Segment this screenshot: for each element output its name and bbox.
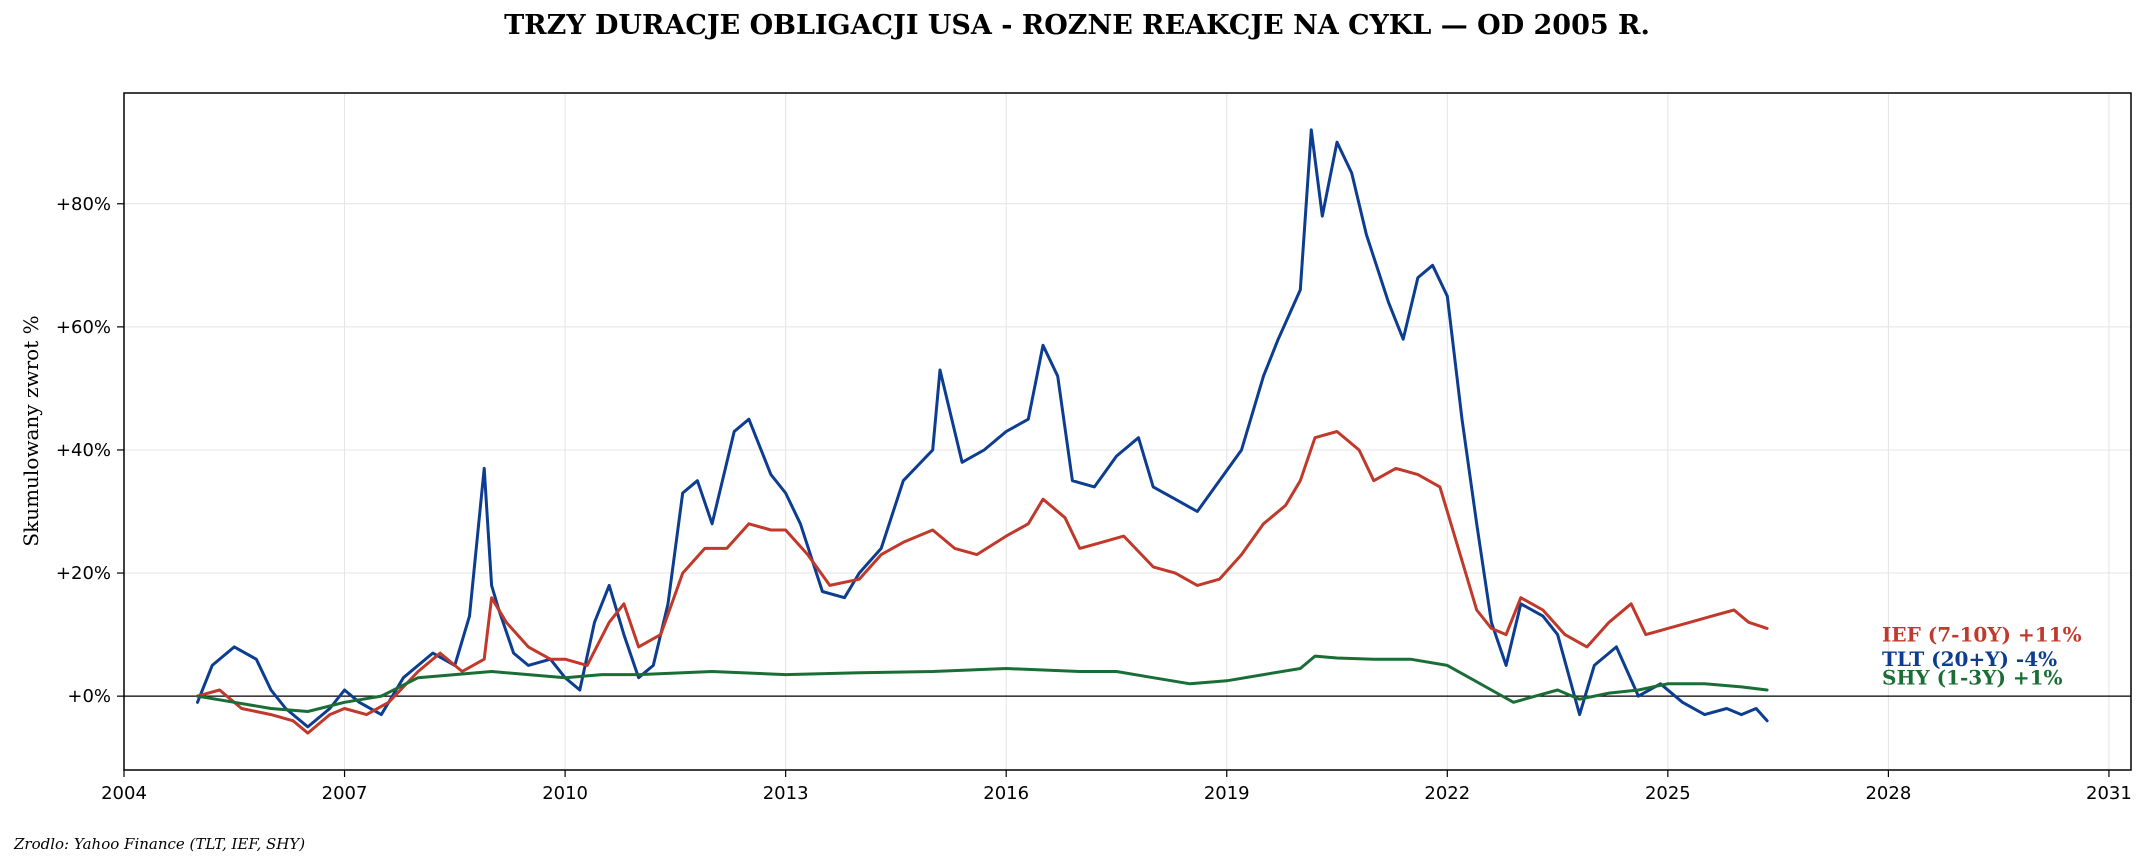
- x-axis: 2004 2007 2010 2013 2016 2019 2022 2025 2028 2031: [101, 770, 2132, 804]
- y-axis-label: Skumulowany zwrot %: [19, 315, 43, 546]
- x-tick-label: 2013: [763, 783, 809, 804]
- x-tick-label: 2031: [2086, 783, 2132, 804]
- x-tick-label: 2019: [1204, 783, 1250, 804]
- series-lines: [196, 128, 1769, 735]
- gridlines: [123, 93, 2131, 770]
- x-tick-label: 2010: [542, 783, 588, 804]
- x-tick-label: 2028: [1865, 783, 1911, 804]
- y-tick-label: +80%: [56, 194, 111, 215]
- y-tick-label: +40%: [56, 440, 111, 461]
- plot-area: [123, 92, 2132, 771]
- y-tick-label: +60%: [56, 317, 111, 338]
- series-end-labels: TLT (20+Y) -4%IEF (7-10Y) +11% SHY (1-3Y)…: [1882, 623, 2082, 690]
- y-tick-label: +0%: [67, 686, 111, 707]
- end-label-ief: IEF (7-10Y) +11%: [1882, 623, 2082, 647]
- y-axis: +0% +20% +40% +60% +80%: [56, 194, 124, 707]
- x-tick-label: 2025: [1645, 783, 1691, 804]
- chart-title: TRZY DURACJE OBLIGACJI USA - ROZNE REAKC…: [504, 10, 1650, 41]
- x-tick-label: 2004: [101, 783, 147, 804]
- x-tick-label: 2022: [1424, 783, 1470, 804]
- x-tick-label: 2016: [983, 783, 1029, 804]
- source-note: Zrodlo: Yahoo Finance (TLT, IEF, SHY): [13, 835, 305, 853]
- end-label-tlt: TLT (20+Y) -4%: [1882, 647, 2057, 671]
- series-line-ief: [196, 430, 1769, 735]
- y-tick-label: +20%: [56, 563, 111, 584]
- end-label-shy: SHY (1-3Y) +1%: [1882, 666, 2063, 690]
- x-tick-label: 2007: [322, 783, 368, 804]
- series-line-tlt: [196, 128, 1769, 729]
- series-line-shy: [196, 654, 1769, 713]
